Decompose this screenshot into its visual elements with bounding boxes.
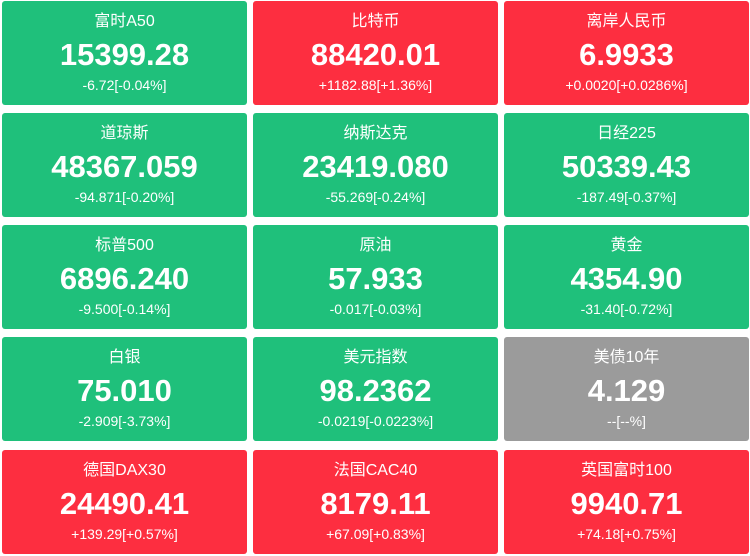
quote-change: -9.500[-0.14%] bbox=[78, 301, 171, 317]
quote-tile[interactable]: 德国DAX30 24490.41 +139.29[+0.57%] bbox=[2, 450, 247, 554]
quote-change: --[--%] bbox=[607, 413, 646, 429]
quote-name: 德国DAX30 bbox=[83, 462, 166, 479]
quote-name: 纳斯达克 bbox=[343, 125, 408, 142]
quote-tile[interactable]: 美债10年 4.129 --[--%] bbox=[504, 337, 749, 441]
quote-price: 48367.059 bbox=[51, 149, 198, 184]
quote-name: 原油 bbox=[359, 237, 392, 254]
quote-change: +139.29[+0.57%] bbox=[71, 526, 178, 542]
quote-price: 6896.240 bbox=[59, 261, 190, 296]
quote-name: 比特币 bbox=[351, 13, 400, 30]
quote-change: -187.49[-0.37%] bbox=[576, 189, 677, 205]
quote-name: 美债10年 bbox=[593, 349, 660, 366]
quote-price: 6.9933 bbox=[579, 37, 674, 72]
quote-change: -2.909[-3.73%] bbox=[78, 413, 171, 429]
quote-tile[interactable]: 富时A50 15399.28 -6.72[-0.04%] bbox=[2, 1, 247, 105]
quote-price: 9940.71 bbox=[570, 486, 683, 521]
quote-name: 黄金 bbox=[610, 237, 643, 254]
quote-tile[interactable]: 道琼斯 48367.059 -94.871[-0.20%] bbox=[2, 113, 247, 217]
quote-price: 15399.28 bbox=[59, 37, 190, 72]
quote-name: 道琼斯 bbox=[100, 125, 149, 142]
quote-price: 50339.43 bbox=[561, 149, 692, 184]
quote-price: 8179.11 bbox=[320, 486, 431, 521]
quote-change: +67.09[+0.83%] bbox=[326, 526, 425, 542]
quote-price: 24490.41 bbox=[59, 486, 190, 521]
quote-tile[interactable]: 法国CAC40 8179.11 +67.09[+0.83%] bbox=[253, 450, 498, 554]
quote-name: 美元指数 bbox=[343, 349, 408, 366]
quote-price: 4354.90 bbox=[570, 261, 683, 296]
quote-change: -31.40[-0.72%] bbox=[580, 301, 673, 317]
quote-name: 法国CAC40 bbox=[333, 462, 418, 479]
quote-tile[interactable]: 比特币 88420.01 +1182.88[+1.36%] bbox=[253, 1, 498, 105]
quote-change: +0.0020[+0.0286%] bbox=[565, 77, 688, 93]
quote-change: -94.871[-0.20%] bbox=[74, 189, 175, 205]
quote-name: 白银 bbox=[108, 349, 141, 366]
quote-change: -0.017[-0.03%] bbox=[329, 301, 422, 317]
quote-tile[interactable]: 离岸人民币 6.9933 +0.0020[+0.0286%] bbox=[504, 1, 749, 105]
quote-name: 标普500 bbox=[95, 237, 154, 254]
quote-name: 英国富时100 bbox=[581, 462, 672, 479]
quote-tile[interactable]: 原油 57.933 -0.017[-0.03%] bbox=[253, 225, 498, 329]
quote-tile[interactable]: 纳斯达克 23419.080 -55.269[-0.24%] bbox=[253, 113, 498, 217]
quote-tile[interactable]: 美元指数 98.2362 -0.0219[-0.0223%] bbox=[253, 337, 498, 441]
quote-name: 富时A50 bbox=[94, 13, 155, 30]
quote-price: 57.933 bbox=[328, 261, 423, 296]
quote-price: 75.010 bbox=[77, 373, 172, 408]
quote-price: 88420.01 bbox=[310, 37, 441, 72]
quote-tile[interactable]: 日经225 50339.43 -187.49[-0.37%] bbox=[504, 113, 749, 217]
quote-change: +74.18[+0.75%] bbox=[577, 526, 676, 542]
quote-tile[interactable]: 标普500 6896.240 -9.500[-0.14%] bbox=[2, 225, 247, 329]
quote-tile[interactable]: 黄金 4354.90 -31.40[-0.72%] bbox=[504, 225, 749, 329]
quote-change: -0.0219[-0.0223%] bbox=[317, 413, 434, 429]
quote-change: -55.269[-0.24%] bbox=[325, 189, 426, 205]
quote-price: 4.129 bbox=[587, 373, 666, 408]
quote-name: 日经225 bbox=[597, 125, 656, 142]
quote-price: 23419.080 bbox=[302, 149, 449, 184]
quote-change: +1182.88[+1.36%] bbox=[318, 77, 433, 93]
quote-price: 98.2362 bbox=[319, 373, 432, 408]
quote-tile[interactable]: 英国富时100 9940.71 +74.18[+0.75%] bbox=[504, 450, 749, 554]
quote-name: 离岸人民币 bbox=[586, 13, 667, 30]
quote-tile[interactable]: 白银 75.010 -2.909[-3.73%] bbox=[2, 337, 247, 441]
quote-change: -6.72[-0.04%] bbox=[82, 77, 167, 93]
